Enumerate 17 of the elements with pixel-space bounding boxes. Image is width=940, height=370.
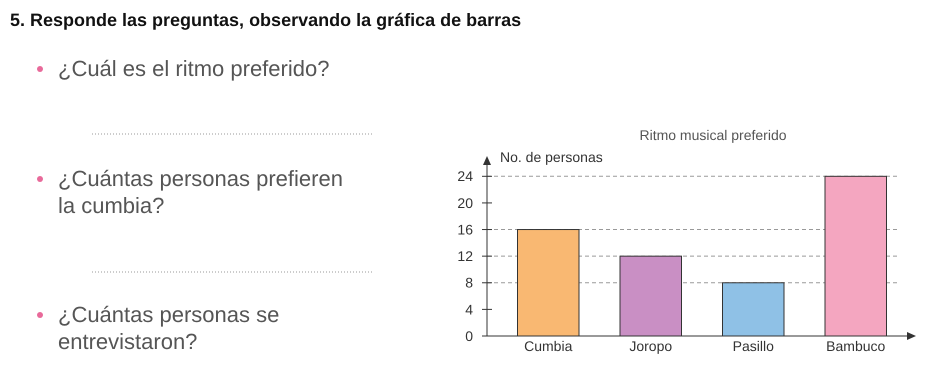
- text: ¿Cuántas personas prefieren la cumbia?: [58, 166, 343, 218]
- y-tick-label: 24: [457, 168, 474, 184]
- text: 5. Responde las preguntas, observando la gráfica de barras: [10, 10, 522, 30]
- x-tick-label: Pasillo: [732, 338, 774, 354]
- x-tick-label: Cumbia: [524, 338, 573, 354]
- text: ¿Cuántas personas se entrevistaron?: [58, 302, 280, 354]
- y-tick-label: 20: [457, 194, 474, 211]
- text: ¿Cuál es el ritmo preferido?: [58, 56, 330, 81]
- y-tick-label: 4: [465, 301, 474, 318]
- chart-title: Ritmo musical preferido: [639, 127, 787, 143]
- x-tick-label: Bambuco: [826, 338, 886, 354]
- x-tick-label: Joropo: [629, 338, 672, 354]
- y-axis-title: No. de personas: [500, 149, 603, 165]
- y-tick-label: 8: [465, 274, 474, 291]
- y-tick-label: 0: [465, 328, 474, 344]
- y-tick-label: 16: [457, 221, 474, 238]
- y-tick-label: 12: [457, 248, 474, 264]
